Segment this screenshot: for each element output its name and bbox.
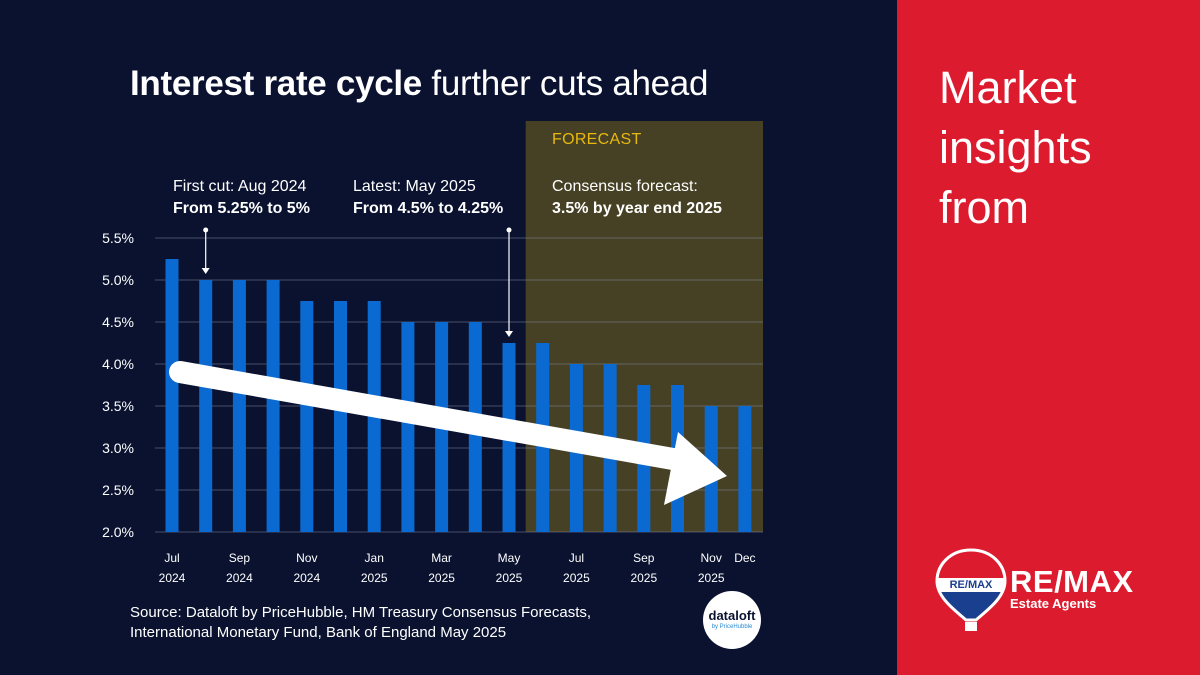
bar <box>165 259 179 532</box>
x-tick-year: 2025 <box>698 571 725 585</box>
x-tick-label: May <box>498 551 521 565</box>
annotation-first-cut-detail: From 5.25% to 5% <box>173 200 310 217</box>
annotation-first-cut-title: First cut: Aug 2024 <box>173 178 307 195</box>
x-tick-year: 2025 <box>361 571 388 585</box>
bar <box>738 406 752 532</box>
annotation-latest-title: Latest: May 2025 <box>353 178 476 195</box>
x-tick-year: 2025 <box>630 571 657 585</box>
x-tick-label: Mar <box>431 551 452 565</box>
x-tick-label: Jul <box>164 551 179 565</box>
forecast-label: FORECAST <box>552 131 642 148</box>
bar <box>266 280 280 532</box>
title-light: further cuts ahead <box>431 64 709 103</box>
balloon-basket <box>965 622 977 631</box>
y-tick-label: 2.0% <box>102 524 134 540</box>
y-tick-label: 5.0% <box>102 272 134 288</box>
y-tick-label: 3.0% <box>102 440 134 456</box>
annotation-forecast-title: Consensus forecast: <box>552 178 698 195</box>
source-line-2: International Monetary Fund, Bank of Eng… <box>130 624 507 641</box>
remax-sub: Estate Agents <box>1010 596 1097 611</box>
x-tick-label: Sep <box>229 551 251 565</box>
pointer-arrowhead <box>201 268 210 274</box>
annotation-first-cut: First cut: Aug 2024 From 5.25% to 5% <box>173 176 310 220</box>
source-line-1: Source: Dataloft by PriceHubble, HM Trea… <box>130 604 592 621</box>
x-tick-year: 2024 <box>293 571 320 585</box>
dataloft-logo-sub: by PriceHubble <box>711 624 753 630</box>
x-tick-year: 2025 <box>563 571 590 585</box>
y-tick-label: 5.5% <box>102 230 134 246</box>
side-heading-line-1: Market <box>939 62 1077 113</box>
trend-arrow-shaft <box>169 361 701 473</box>
balloon-text: RE/MAX <box>950 579 993 591</box>
y-tick-label: 4.5% <box>102 314 134 330</box>
pointer-arrowhead <box>505 331 513 337</box>
remax-logo: RE/MAX RE/MAX Estate Agents <box>934 548 1154 633</box>
balloon-icon: RE/MAX <box>935 548 1007 631</box>
source-note: Source: Dataloft by PriceHubble, HM Trea… <box>130 603 591 643</box>
dataloft-logo-name: dataloft <box>708 608 756 623</box>
side-heading-line-2: insights <box>939 122 1092 173</box>
trend-arrow-head <box>664 432 727 505</box>
x-tick-year: 2025 <box>496 571 523 585</box>
annotation-latest: Latest: May 2025 From 4.5% to 4.25% <box>353 176 503 220</box>
annotation-forecast: Consensus forecast: 3.5% by year end 202… <box>552 176 722 220</box>
x-tick-label: Sep <box>633 551 655 565</box>
side-heading: Market insights from <box>939 58 1092 238</box>
remax-name: RE/MAX <box>1010 564 1134 599</box>
annotation-forecast-detail: 3.5% by year end 2025 <box>552 200 722 217</box>
bar <box>334 301 347 532</box>
bar <box>199 280 213 532</box>
x-tick-year: 2024 <box>226 571 253 585</box>
bar <box>232 280 246 532</box>
bar-chart: 5.5% 5.0% 4.5% 4.0% 3.5% 3.0% 2.5% 2.0% Jul 2024… <box>102 121 763 585</box>
y-tick-label: 2.5% <box>102 482 134 498</box>
x-tick-label: Jan <box>365 551 384 565</box>
side-heading-line-3: from <box>939 182 1029 233</box>
title-bold: Interest rate cycle <box>130 64 422 103</box>
bar <box>401 322 415 532</box>
y-tick-label: 4.0% <box>102 356 134 372</box>
dataloft-logo: dataloft by PriceHubble <box>703 591 761 649</box>
bar <box>300 301 314 532</box>
chart-title: Interest rate cycle further cuts ahead <box>130 64 708 104</box>
x-tick-label: Nov <box>296 551 317 565</box>
x-tick-year: 2024 <box>159 571 186 585</box>
y-tick-label: 3.5% <box>102 398 134 414</box>
x-tick-year: 2025 <box>428 571 455 585</box>
x-tick-label: Nov <box>701 551 722 565</box>
x-tick-label: Dec <box>734 551 755 565</box>
x-tick-label: Jul <box>569 551 584 565</box>
annotation-latest-detail: From 4.5% to 4.25% <box>353 200 504 217</box>
